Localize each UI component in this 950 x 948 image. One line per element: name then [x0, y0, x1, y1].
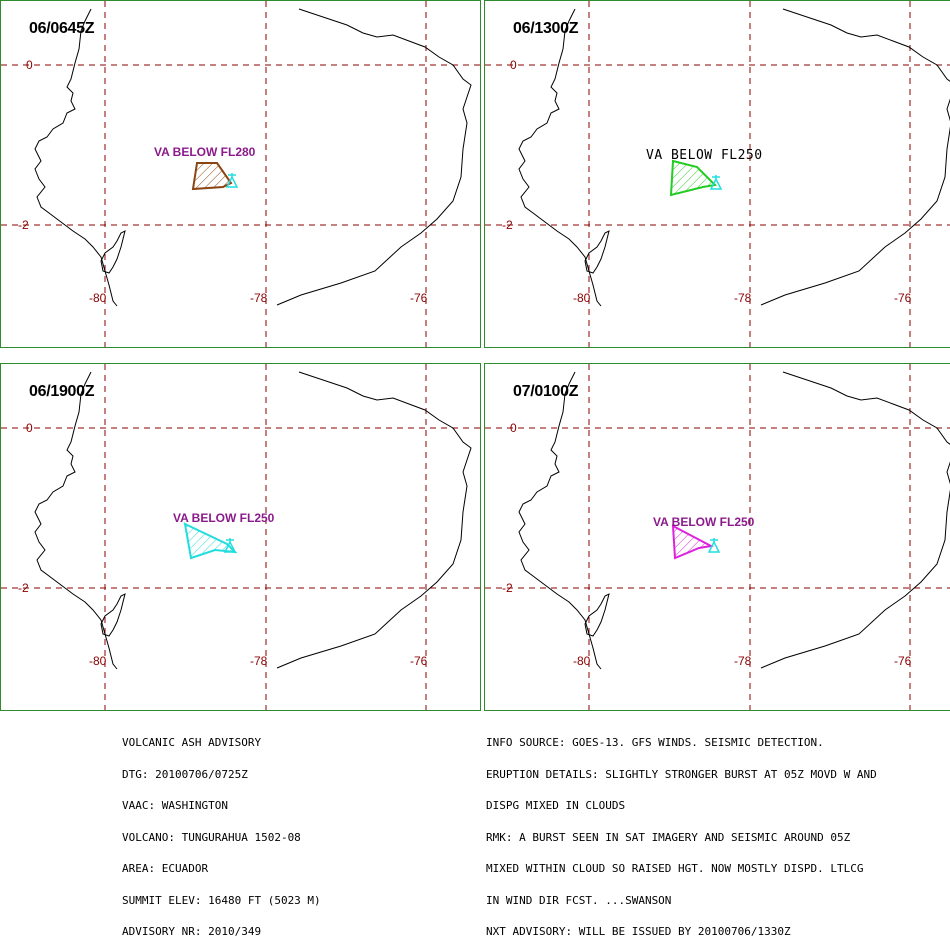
map-canvas — [1, 364, 480, 710]
ash-polygon — [191, 162, 233, 191]
advisory-right-text: INFO SOURCE: GOES-13. GFS WINDS. SEISMIC… — [486, 717, 877, 948]
lon-label-76: -76 — [894, 291, 912, 305]
map-panel-2: 06/1300Z VA BELOW FL250 0 -2 -80 -78 -76 — [484, 0, 950, 348]
lon-label-80: -80 — [573, 291, 591, 305]
lon-label-80: -80 — [89, 654, 107, 668]
lat-label-0: 0 — [26, 421, 33, 435]
volcano-icon — [223, 538, 237, 553]
lat-label-0: 0 — [510, 421, 517, 435]
panel-time: 06/1900Z — [29, 383, 95, 400]
ash-label: VA BELOW FL280 — [154, 145, 256, 159]
advisory-line: MIXED WITHIN CLOUD SO RAISED HGT. NOW MO… — [486, 862, 864, 875]
panel-time: 06/1300Z — [513, 20, 579, 37]
map-canvas — [1, 1, 480, 347]
ash-label: VA BELOW FL250 — [653, 515, 755, 529]
advisory-line: VOLCANO: TUNGURAHUA 1502-08 — [122, 830, 301, 844]
map-panel-4: 07/0100Z VA BELOW FL250 0 -2 -80 -78 -76 — [484, 363, 950, 711]
map-panel-1: 06/0645Z VA BELOW FL280 0 -2 -80 -78 -76 — [0, 0, 481, 348]
advisory-line: INFO SOURCE: GOES-13. GFS WINDS. SEISMIC… — [486, 736, 824, 749]
panel-time: 06/0645Z — [29, 20, 95, 37]
advisory-line: NXT ADVISORY: WILL BE ISSUED BY 20100706… — [486, 925, 791, 938]
coastline — [518, 8, 950, 307]
lat-label-0: 0 — [510, 58, 517, 72]
coastline — [518, 371, 950, 670]
lat-label-minus2: -2 — [502, 218, 513, 232]
volcano-icon — [225, 173, 239, 188]
volcano-icon — [707, 538, 721, 553]
lon-label-80: -80 — [89, 291, 107, 305]
advisory-line: ADVISORY NR: 2010/349 — [122, 925, 262, 938]
map-canvas — [485, 364, 950, 710]
advisory-line: SUMMIT ELEV: 16480 FT (5023 M) — [122, 893, 321, 907]
grid-lines — [1, 1, 480, 347]
ash-polygon — [183, 522, 238, 560]
lat-label-minus2: -2 — [502, 581, 513, 595]
ash-label: VA BELOW FL250 — [646, 148, 763, 163]
panel-time: 07/0100Z — [513, 383, 579, 400]
coastline — [34, 8, 472, 307]
lat-label-minus2: -2 — [18, 581, 29, 595]
lon-label-80: -80 — [573, 654, 591, 668]
grid-lines — [485, 364, 950, 710]
advisory-line: RMK: A BURST SEEN IN SAT IMAGERY AND SEI… — [486, 830, 851, 844]
lon-label-78: -78 — [734, 291, 752, 305]
coastline — [34, 371, 472, 670]
grid-lines — [1, 364, 480, 710]
advisory-line: VOLCANIC ASH ADVISORY — [122, 736, 262, 749]
grid-lines — [485, 1, 950, 347]
lon-label-78: -78 — [250, 654, 268, 668]
volcano-icon — [709, 175, 723, 190]
lat-label-0: 0 — [26, 58, 33, 72]
ash-polygon — [671, 524, 715, 560]
advisory-line: DISPG MIXED IN CLOUDS — [486, 799, 626, 812]
lon-label-78: -78 — [734, 654, 752, 668]
lon-label-76: -76 — [410, 291, 428, 305]
ash-label: VA BELOW FL250 — [173, 511, 275, 525]
map-canvas — [485, 1, 950, 347]
advisory-left-text: VOLCANIC ASH ADVISORY DTG: 20100706/0725… — [122, 717, 321, 948]
advisory-line: IN WIND DIR FCST. ...SWANSON — [486, 893, 672, 907]
advisory-line: AREA: ECUADOR — [122, 862, 209, 875]
lon-label-78: -78 — [250, 291, 268, 305]
lat-label-minus2: -2 — [18, 218, 29, 232]
advisory-line: VAAC: WASHINGTON — [122, 799, 228, 812]
lon-label-76: -76 — [410, 654, 428, 668]
ash-polygon — [669, 159, 718, 197]
lon-label-76: -76 — [894, 654, 912, 668]
advisory-line: DTG: 20100706/0725Z — [122, 767, 248, 781]
advisory-line: ERUPTION DETAILS: SLIGHTLY STRONGER BURS… — [486, 767, 877, 781]
map-panel-3: 06/1900Z VA BELOW FL250 0 -2 -80 -78 -76 — [0, 363, 481, 711]
